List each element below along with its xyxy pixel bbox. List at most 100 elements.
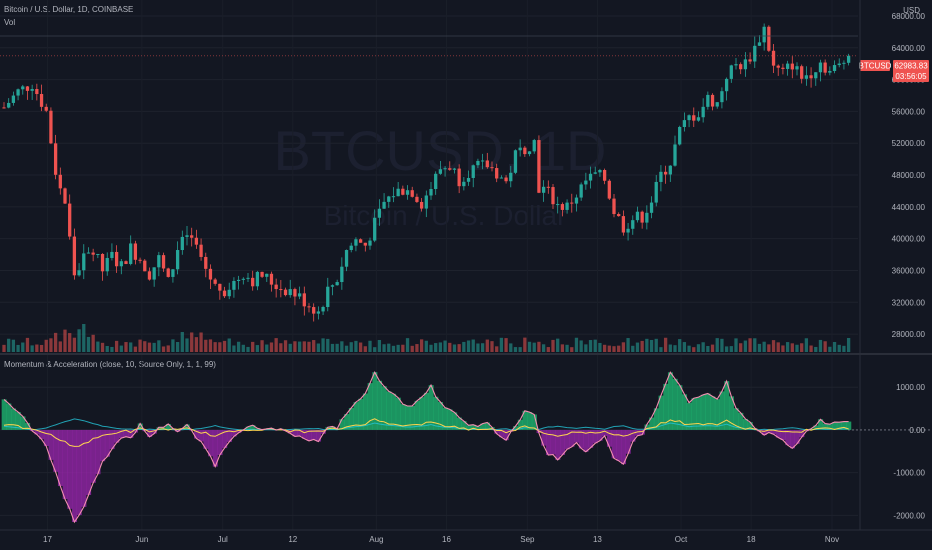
indicator-tick-label: 0.00: [909, 426, 925, 435]
candle-body: [588, 173, 593, 181]
momentum-fill: [67, 429, 73, 509]
volume-bar: [527, 341, 532, 352]
momentum-fill: [34, 429, 40, 435]
volume-bar: [279, 343, 283, 352]
momentum-fill: [719, 391, 725, 430]
candle-body: [692, 115, 696, 121]
candle-body: [302, 293, 306, 307]
candle-body: [541, 186, 546, 193]
candle-body: [138, 259, 142, 261]
momentum-fill: [6, 403, 12, 430]
momentum-fill: [484, 422, 490, 430]
volume-bar: [715, 338, 719, 352]
candle-body: [739, 64, 743, 70]
candle-body: [495, 168, 499, 179]
candle-body: [523, 147, 527, 155]
time-tick-label: Jul: [218, 535, 228, 544]
momentum-fill: [381, 386, 387, 430]
volume-bar: [213, 342, 217, 352]
indicator-lines: [3, 370, 849, 524]
candle-body: [452, 168, 457, 170]
candle-body: [190, 235, 194, 238]
candle-body: [391, 196, 396, 198]
time-tick-label: Aug: [369, 535, 383, 544]
candle-body: [438, 169, 443, 174]
candle-body: [668, 165, 672, 175]
volume-bar: [476, 343, 480, 352]
momentum-fill: [621, 429, 627, 465]
time-tick-label: 16: [442, 535, 451, 544]
volume-bar: [30, 345, 34, 352]
volume-bar: [767, 344, 771, 352]
candle-body: [251, 277, 255, 287]
candle-body: [551, 187, 555, 205]
candle-body: [842, 62, 846, 64]
candle-body: [720, 91, 724, 103]
volume-bar: [63, 329, 67, 352]
momentum-fill: [597, 429, 603, 441]
volume-bar: [734, 338, 738, 352]
momentum-fill: [766, 429, 772, 433]
candle-body: [654, 181, 658, 203]
momentum-fill: [818, 419, 824, 430]
candle-body: [410, 190, 414, 197]
candle-body: [701, 106, 705, 118]
candle-body: [312, 307, 316, 314]
candle-body: [288, 289, 292, 296]
volume-bar: [175, 341, 180, 352]
momentum-fill: [217, 429, 223, 456]
candle-body: [598, 169, 602, 173]
candle-body: [781, 67, 785, 69]
momentum-fill: [461, 421, 467, 430]
momentum-fill: [15, 412, 21, 430]
volume-bar: [53, 332, 58, 352]
momentum-fill: [606, 429, 612, 447]
candle-body: [405, 190, 410, 195]
volume-bar: [194, 337, 199, 352]
momentum-fill: [1, 399, 7, 430]
candle-body: [621, 216, 626, 233]
candle-body: [77, 270, 81, 276]
momentum-fill: [470, 424, 476, 430]
momentum-fill: [156, 427, 162, 430]
candle-body: [509, 172, 513, 182]
indicator-gridlines: [0, 386, 932, 516]
volume-bar: [584, 344, 588, 352]
momentum-fill: [494, 429, 500, 434]
momentum-fill: [583, 429, 589, 452]
volume-bar: [607, 345, 611, 352]
volume-bar: [842, 345, 846, 352]
momentum-fill: [72, 429, 78, 523]
candle-body: [828, 71, 832, 73]
price-tick-label: 36000.00: [892, 266, 926, 275]
candle-body: [776, 65, 780, 68]
momentum-fill: [667, 372, 673, 430]
volume-bar: [251, 341, 255, 352]
volume-bar: [241, 344, 245, 352]
volume-bar: [96, 341, 100, 352]
volume-bar: [105, 345, 109, 352]
momentum-fill: [480, 423, 486, 430]
time-tick-label: Sep: [520, 535, 535, 544]
candle-body: [58, 174, 62, 189]
volume-bar: [626, 338, 630, 352]
volume-bar: [659, 347, 663, 352]
volume-bar: [457, 344, 461, 352]
momentum-fill: [517, 419, 523, 430]
volume-bar: [391, 345, 396, 352]
volume-bar: [846, 337, 851, 352]
volume-bar: [612, 346, 616, 352]
volume-bar: [570, 347, 574, 352]
candle-body: [321, 307, 325, 312]
momentum-fill: [635, 429, 641, 436]
indicator-label[interactable]: Momentum & Acceleration (close, 10, Sour…: [4, 360, 216, 369]
momentum-fill: [104, 429, 110, 457]
momentum-fill: [696, 397, 702, 430]
momentum-fill: [194, 429, 200, 439]
candle-body: [218, 283, 222, 291]
candle-body: [401, 188, 405, 195]
volume-bar: [377, 339, 382, 352]
candle-body: [227, 289, 231, 297]
candle-body: [570, 202, 574, 204]
